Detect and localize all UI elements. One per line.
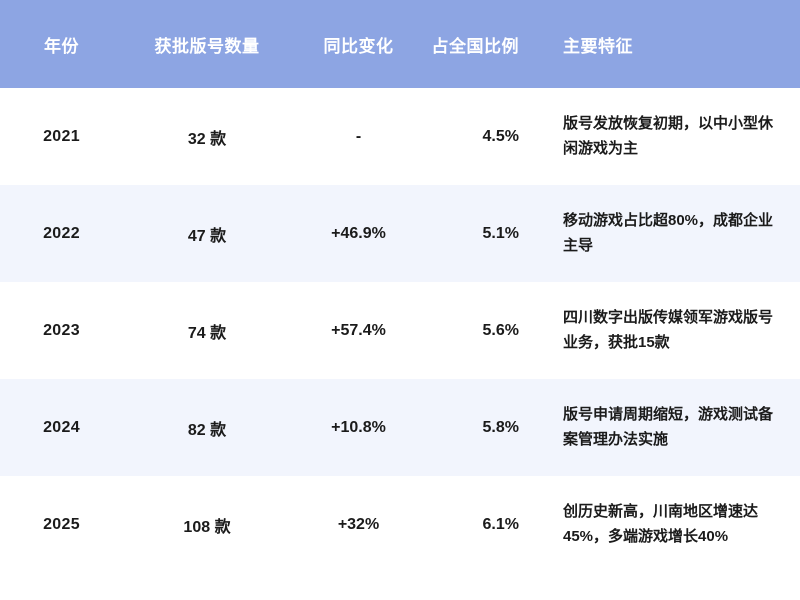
cell-feature: 创历史新高，川南地区增速达45%，多端游戏增长40% — [563, 502, 759, 545]
column-header-year: 年份 — [44, 36, 79, 56]
cell-feature: 版号发放恢复初期，以中小型休闲游戏为主 — [563, 114, 774, 157]
column-header-share: 占全国比例 — [431, 36, 519, 56]
cell-share: 6.1% — [482, 515, 519, 533]
cell-feature: 移动游戏占比超80%，成都企业主导 — [563, 211, 774, 254]
table-row: 2023 74 款 +57.4% 5.6% 四川数字出版传媒领军游戏版号业务，获… — [0, 282, 800, 379]
cell-feature: 版号申请周期缩短，游戏测试备案管理办法实施 — [563, 405, 774, 448]
cell-year: 2025 — [43, 515, 80, 533]
table-body: 2021 32 款 - 4.5% 版号发放恢复初期，以中小型休闲游戏为主 202… — [0, 88, 800, 573]
table-row: 2025 108 款 +32% 6.1% 创历史新高，川南地区增速达45%，多端… — [0, 476, 800, 573]
cell-year: 2024 — [43, 418, 80, 436]
cell-count: 32 款 — [187, 130, 227, 148]
cell-year: 2022 — [43, 224, 80, 242]
cell-count: 108 款 — [183, 518, 231, 536]
table-row: 2021 32 款 - 4.5% 版号发放恢复初期，以中小型休闲游戏为主 — [0, 88, 800, 185]
cell-yoy: +32% — [337, 515, 380, 533]
cell-feature: 四川数字出版传媒领军游戏版号业务，获批15款 — [563, 308, 774, 351]
cell-year: 2023 — [43, 321, 80, 339]
cell-yoy: +46.9% — [331, 224, 386, 242]
cell-yoy: +57.4% — [331, 321, 386, 339]
cell-count: 74 款 — [187, 324, 227, 342]
cell-share: 4.5% — [482, 127, 519, 145]
table-row: 2022 47 款 +46.9% 5.1% 移动游戏占比超80%，成都企业主导 — [0, 185, 800, 282]
table-row: 2024 82 款 +10.8% 5.8% 版号申请周期缩短，游戏测试备案管理办… — [0, 379, 800, 476]
cell-share: 5.8% — [482, 418, 519, 436]
cell-count: 47 款 — [187, 227, 227, 245]
game-license-table: 年份 获批版号数量 同比变化 占全国比例 主要特征 2021 32 款 - 4.… — [0, 0, 800, 573]
cell-share: 5.1% — [482, 224, 519, 242]
cell-share: 5.6% — [482, 321, 519, 339]
column-header-yoy: 同比变化 — [323, 36, 394, 56]
column-header-feature: 主要特征 — [563, 36, 633, 56]
cell-yoy: - — [355, 127, 362, 145]
table-header-row: 年份 获批版号数量 同比变化 占全国比例 主要特征 — [0, 0, 800, 88]
column-header-count: 获批版号数量 — [154, 36, 260, 56]
cell-count: 82 款 — [187, 421, 227, 439]
cell-year: 2021 — [43, 127, 80, 145]
cell-yoy: +10.8% — [331, 418, 386, 436]
table-header: 年份 获批版号数量 同比变化 占全国比例 主要特征 — [0, 0, 800, 88]
